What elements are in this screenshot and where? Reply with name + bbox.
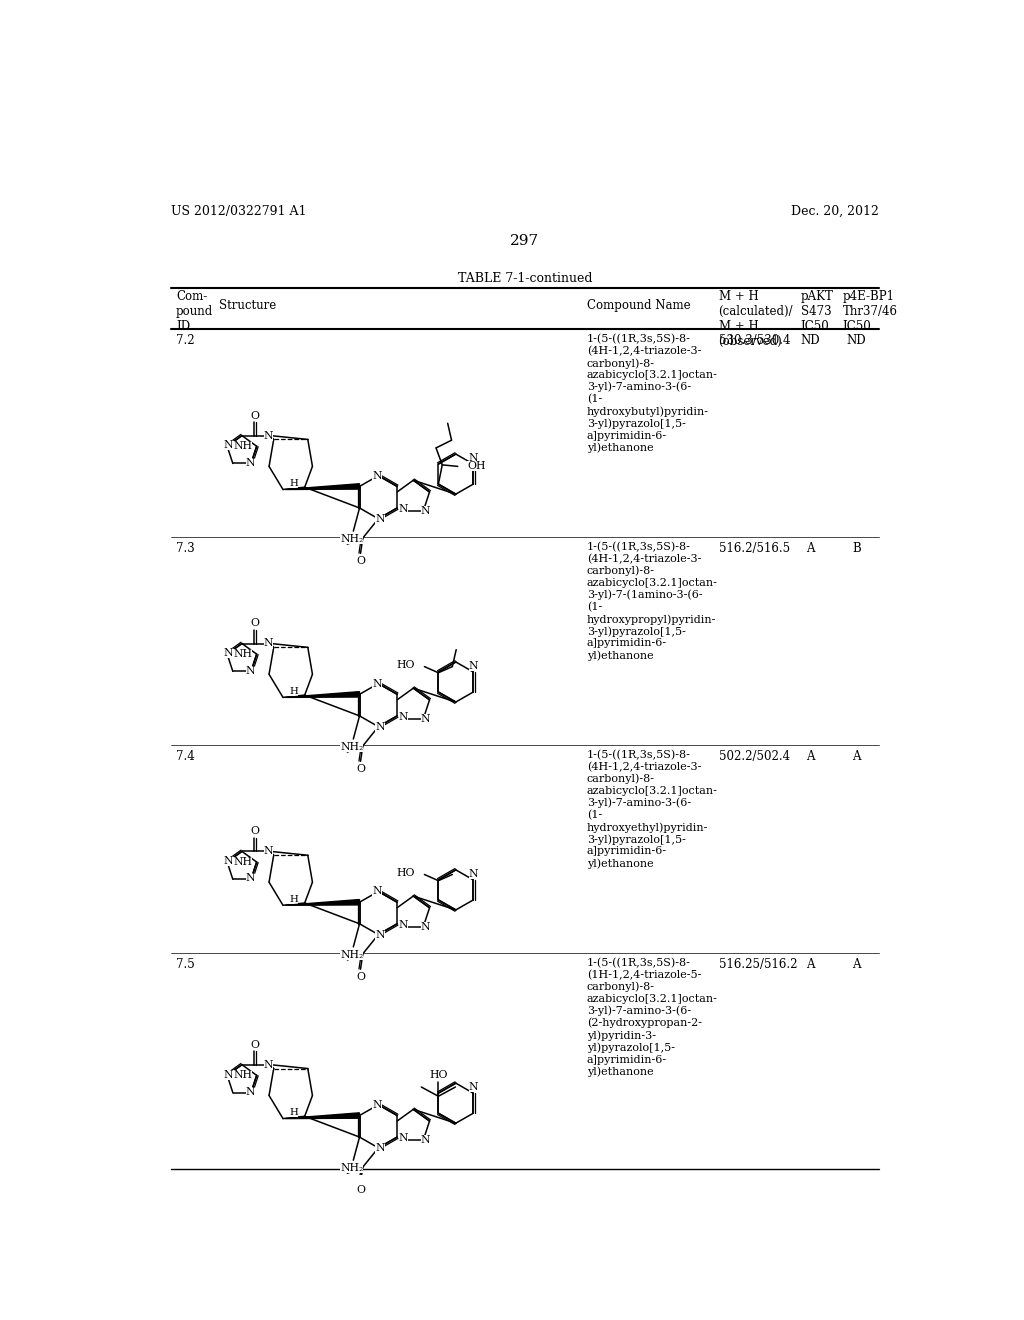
Text: NH: NH	[233, 1071, 252, 1080]
Text: N: N	[263, 1060, 273, 1069]
Text: O: O	[356, 972, 365, 982]
Text: N: N	[246, 665, 255, 676]
Text: Structure: Structure	[219, 298, 276, 312]
Text: N: N	[398, 920, 408, 931]
Text: NH: NH	[233, 857, 252, 867]
Text: ND: ND	[800, 334, 820, 347]
Text: N: N	[398, 713, 408, 722]
Text: H: H	[289, 1107, 298, 1117]
Text: H: H	[289, 479, 298, 488]
Text: N: N	[421, 714, 430, 723]
Text: HO: HO	[396, 660, 415, 671]
Text: NH: NH	[233, 649, 252, 659]
Text: N: N	[372, 678, 382, 689]
Text: N: N	[223, 441, 232, 450]
Text: N: N	[469, 1082, 478, 1092]
Text: A: A	[806, 543, 814, 554]
Text: N: N	[375, 1143, 385, 1152]
Text: N: N	[246, 458, 255, 467]
Text: p4E-BP1
Thr37/46
IC50: p4E-BP1 Thr37/46 IC50	[843, 290, 898, 333]
Text: A: A	[806, 958, 814, 970]
Text: O: O	[356, 1185, 365, 1195]
Text: N: N	[372, 887, 382, 896]
Text: N: N	[223, 857, 232, 866]
Text: O: O	[251, 411, 260, 421]
Text: HO: HO	[396, 869, 415, 878]
Text: Dec. 20, 2012: Dec. 20, 2012	[792, 205, 879, 218]
Polygon shape	[286, 1113, 359, 1118]
Text: US 2012/0322791 A1: US 2012/0322791 A1	[171, 205, 306, 218]
Text: 7.2: 7.2	[176, 334, 195, 347]
Text: A: A	[852, 750, 861, 763]
Text: H: H	[289, 895, 298, 904]
Text: H: H	[289, 686, 298, 696]
Text: N: N	[421, 1135, 430, 1144]
Text: N: N	[223, 648, 232, 659]
Text: O: O	[251, 1040, 260, 1049]
Text: N: N	[246, 874, 255, 883]
Text: N: N	[469, 453, 478, 463]
Text: 7.3: 7.3	[176, 543, 195, 554]
Text: A: A	[852, 958, 861, 970]
Text: Compound Name: Compound Name	[587, 298, 690, 312]
Text: Com-
pound
ID: Com- pound ID	[176, 290, 213, 333]
Text: N: N	[469, 869, 478, 879]
Text: 516.25/516.2: 516.25/516.2	[719, 958, 797, 970]
Text: N: N	[375, 513, 385, 524]
Text: 530.3/530.4: 530.3/530.4	[719, 334, 791, 347]
Text: N: N	[223, 1069, 232, 1080]
Text: M + H
(calculated)/
M + H
(observed): M + H (calculated)/ M + H (observed)	[719, 290, 794, 348]
Text: O: O	[251, 826, 260, 837]
Text: N: N	[398, 1134, 408, 1143]
Text: N: N	[372, 471, 382, 480]
Text: 7.4: 7.4	[176, 750, 195, 763]
Text: N: N	[263, 639, 273, 648]
Text: B: B	[852, 543, 861, 554]
Text: N: N	[375, 722, 385, 731]
Text: N: N	[469, 661, 478, 671]
Text: 516.2/516.5: 516.2/516.5	[719, 543, 790, 554]
Text: NH: NH	[233, 441, 252, 451]
Text: pAKT
S473
IC50: pAKT S473 IC50	[801, 290, 834, 333]
Text: NH₂: NH₂	[340, 533, 364, 544]
Text: O: O	[356, 556, 365, 566]
Text: N: N	[246, 1086, 255, 1097]
Text: OH: OH	[467, 462, 485, 471]
Polygon shape	[286, 692, 359, 697]
Text: NH₂: NH₂	[340, 1163, 364, 1173]
Text: O: O	[251, 619, 260, 628]
Text: 297: 297	[510, 234, 540, 248]
Text: N: N	[263, 430, 273, 441]
Text: HO: HO	[429, 1069, 447, 1080]
Text: ND: ND	[847, 334, 866, 347]
Text: 7.5: 7.5	[176, 958, 195, 970]
Text: N: N	[375, 929, 385, 940]
Text: 1-(5-((1R,3s,5S)-8-
(1H-1,2,4-triazole-5-
carbonyl)-8-
azabicyclo[3.2.1]octan-
3: 1-(5-((1R,3s,5S)-8- (1H-1,2,4-triazole-5…	[587, 958, 718, 1077]
Text: 502.2/502.4: 502.2/502.4	[719, 750, 790, 763]
Text: N: N	[263, 846, 273, 857]
Text: 1-(5-((1R,3s,5S)-8-
(4H-1,2,4-triazole-3-
carbonyl)-8-
azabicyclo[3.2.1]octan-
3: 1-(5-((1R,3s,5S)-8- (4H-1,2,4-triazole-3…	[587, 543, 718, 661]
Text: N: N	[398, 504, 408, 515]
Text: 1-(5-((1R,3s,5S)-8-
(4H-1,2,4-triazole-3-
carbonyl)-8-
azabicyclo[3.2.1]octan-
3: 1-(5-((1R,3s,5S)-8- (4H-1,2,4-triazole-3…	[587, 750, 718, 869]
Text: N: N	[421, 506, 430, 516]
Polygon shape	[286, 899, 359, 906]
Text: TABLE 7-1-continued: TABLE 7-1-continued	[458, 272, 592, 285]
Text: NH₂: NH₂	[340, 949, 364, 960]
Text: N: N	[421, 921, 430, 932]
Text: A: A	[806, 750, 814, 763]
Text: 1-(5-((1R,3s,5S)-8-
(4H-1,2,4-triazole-3-
carbonyl)-8-
azabicyclo[3.2.1]octan-
3: 1-(5-((1R,3s,5S)-8- (4H-1,2,4-triazole-3…	[587, 334, 718, 453]
Text: O: O	[356, 764, 365, 774]
Polygon shape	[286, 483, 359, 490]
Text: N: N	[372, 1100, 382, 1110]
Text: NH₂: NH₂	[340, 742, 364, 751]
